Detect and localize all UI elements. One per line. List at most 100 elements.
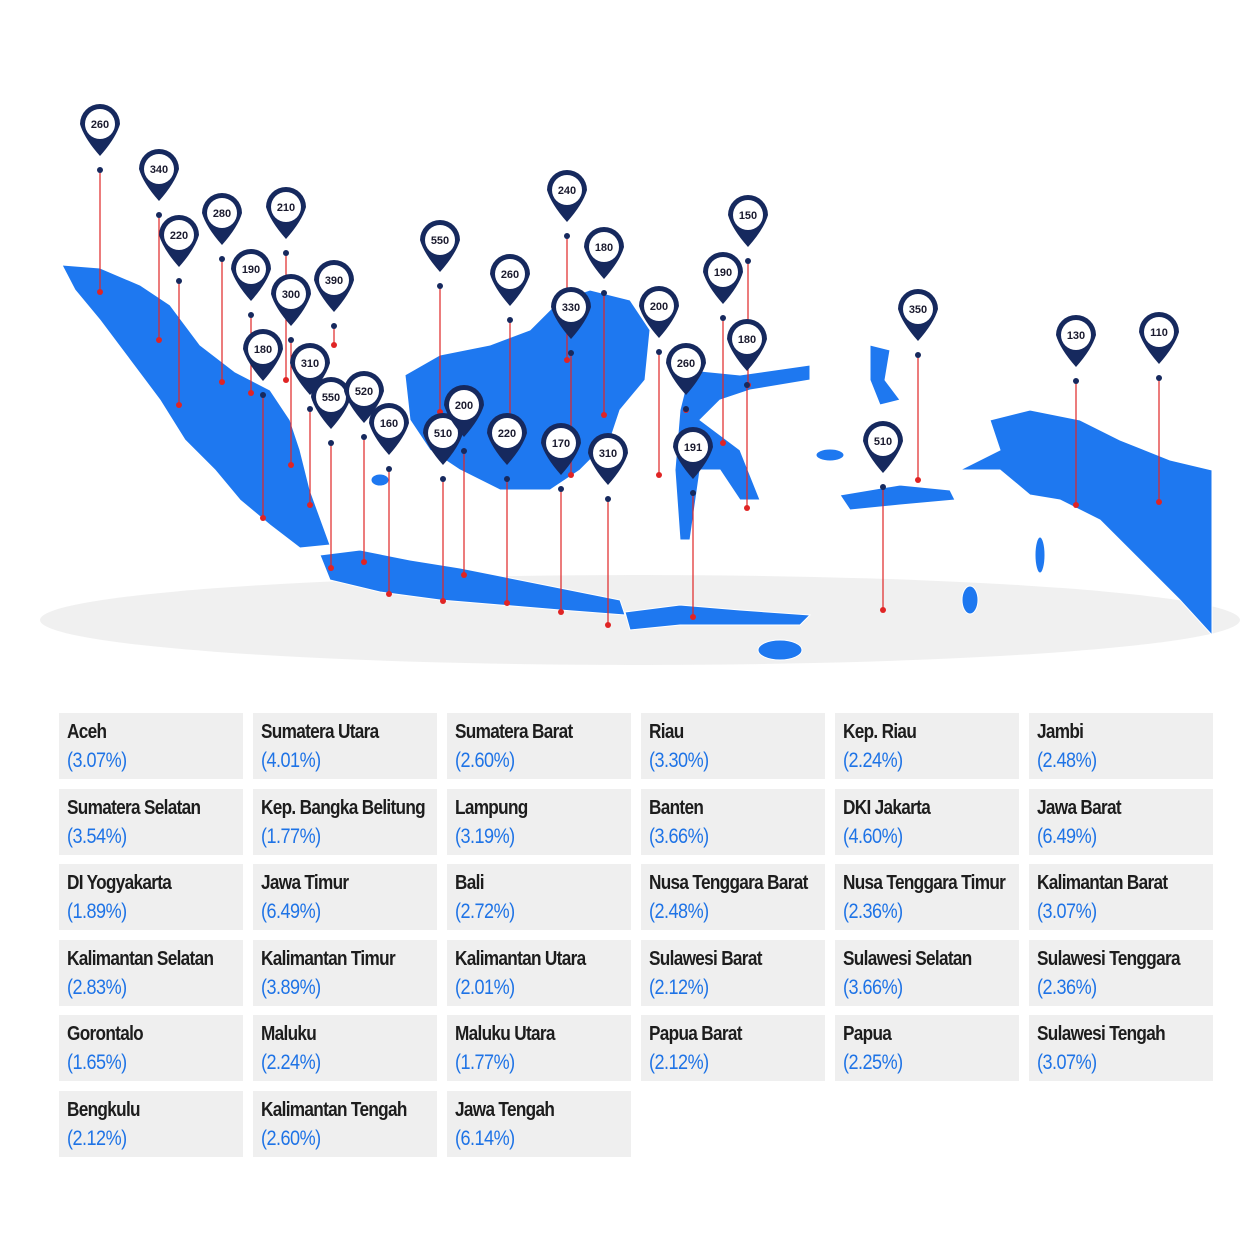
region-cell: Kalimantan Selatan (2.83%) [59, 939, 243, 1006]
pin-base [361, 434, 367, 440]
pin-end [720, 440, 726, 446]
region-table: Aceh (3.07%) Sumatera Utara (4.01%) Sumatera… [59, 713, 1213, 1157]
region-cell: Riau (3.30%) [641, 713, 825, 779]
pin: 210 [266, 187, 306, 383]
pin-base [745, 258, 751, 264]
pin: 350 [898, 289, 938, 483]
region-share: (6.49%) [1037, 824, 1097, 848]
pin-base [248, 312, 254, 318]
region-name: Maluku Utara [455, 1023, 555, 1045]
region-share: (4.01%) [261, 749, 321, 772]
pin-base [176, 278, 182, 284]
pin-end [156, 337, 162, 343]
pin-face [425, 225, 455, 255]
pin-end [915, 477, 921, 483]
region-cell: Sulawesi Selatan (3.66%) [835, 939, 1019, 1006]
pin-label: 550 [431, 235, 449, 247]
region-cell: DI Yogyakarta (1.89%) [59, 864, 243, 930]
region-share: (2.60%) [261, 1126, 321, 1150]
region-cell: Kalimantan Utara (2.01%) [447, 939, 631, 1006]
pin-label: 310 [599, 448, 617, 460]
region-name: Papua Barat [649, 1023, 743, 1045]
region-name: Kep. Riau [843, 721, 917, 743]
pin-label: 330 [562, 302, 580, 314]
region-name: Nusa Tenggara Barat [649, 872, 808, 894]
pin-base [504, 476, 510, 482]
pin: 330 [551, 287, 591, 478]
pin-label: 130 [1067, 330, 1085, 342]
region-cell: Nusa Tenggara Barat (2.48%) [641, 864, 825, 930]
pin-base [156, 212, 162, 218]
region-cell: Lampung (3.19%) [447, 788, 631, 855]
region-name: Sulawesi Selatan [843, 947, 972, 970]
pin-end [260, 515, 266, 521]
region-cell: Maluku (2.24%) [253, 1015, 437, 1081]
pin-label: 510 [434, 428, 452, 440]
pin-face [495, 259, 525, 289]
region-share: (2.48%) [649, 900, 709, 923]
pin-label: 180 [595, 242, 613, 254]
region-share: (2.36%) [1037, 975, 1097, 999]
pin: 180 [727, 319, 767, 511]
pin-end [744, 505, 750, 511]
pin-face [732, 324, 762, 354]
pin-face [144, 154, 174, 184]
pin-face [295, 348, 325, 378]
region-cell: Banten (3.66%) [641, 788, 825, 855]
region-name: Sulawesi Tengah [1037, 1023, 1166, 1045]
pin: 260 [80, 104, 120, 295]
pin: 550 [420, 220, 460, 415]
pin-label: 190 [242, 264, 260, 276]
pin-label: 210 [277, 202, 295, 214]
pin-label: 340 [150, 164, 168, 176]
pin-label: 150 [739, 210, 757, 222]
pin: 220 [487, 413, 527, 606]
pin-face [271, 192, 301, 222]
region-cell: Sumatera Barat (2.60%) [447, 713, 631, 779]
pin-end [605, 622, 611, 628]
region-name: Aceh [67, 721, 107, 743]
region-share: (3.89%) [261, 975, 321, 999]
region-cell: Jawa Tengah (6.14%) [447, 1090, 631, 1157]
region-name: Jawa Timur [261, 872, 349, 894]
pin-label: 510 [874, 436, 892, 448]
pin: 260 [666, 343, 706, 413]
region-name: Kep. Bangka Belitung [261, 796, 426, 819]
pin-base [1073, 378, 1079, 384]
pin: 180 [243, 329, 283, 521]
region-share: (3.07%) [1037, 900, 1097, 923]
region-share: (2.12%) [649, 1051, 709, 1074]
pin-end [307, 502, 313, 508]
region-name: Jawa Barat [1037, 796, 1122, 819]
pin-face [546, 428, 576, 458]
pin-face [428, 418, 458, 448]
region-share: (1.65%) [67, 1051, 127, 1074]
pin: 200 [444, 385, 484, 578]
pin-label: 390 [325, 275, 343, 287]
region-share: (3.54%) [67, 824, 127, 848]
pin-base [1156, 375, 1162, 381]
region-cell: Jawa Barat (6.49%) [1029, 788, 1213, 855]
pin-label: 310 [301, 358, 319, 370]
region-name: Riau [649, 721, 684, 743]
pin: 190 [703, 252, 743, 446]
pin: 390 [314, 260, 354, 348]
region-name: Banten [649, 796, 704, 819]
pin-end [331, 342, 337, 348]
pin-face [319, 265, 349, 295]
pin-base [880, 484, 886, 490]
region-share: (1.89%) [67, 900, 127, 923]
region-cell: Bengkulu (2.12%) [59, 1090, 243, 1157]
pin-face [492, 418, 522, 448]
pin-base [440, 476, 446, 482]
pin-base [564, 233, 570, 239]
pin-face [449, 390, 479, 420]
pin-label: 220 [498, 428, 516, 440]
region-name: Papua [843, 1023, 892, 1045]
pin: 191 [673, 427, 713, 620]
pin-base [97, 167, 103, 173]
region-name: Jawa Tengah [455, 1098, 555, 1121]
pin-base [328, 440, 334, 446]
pin-face [349, 376, 379, 406]
region-cell: Kalimantan Tengah (2.60%) [253, 1090, 437, 1157]
